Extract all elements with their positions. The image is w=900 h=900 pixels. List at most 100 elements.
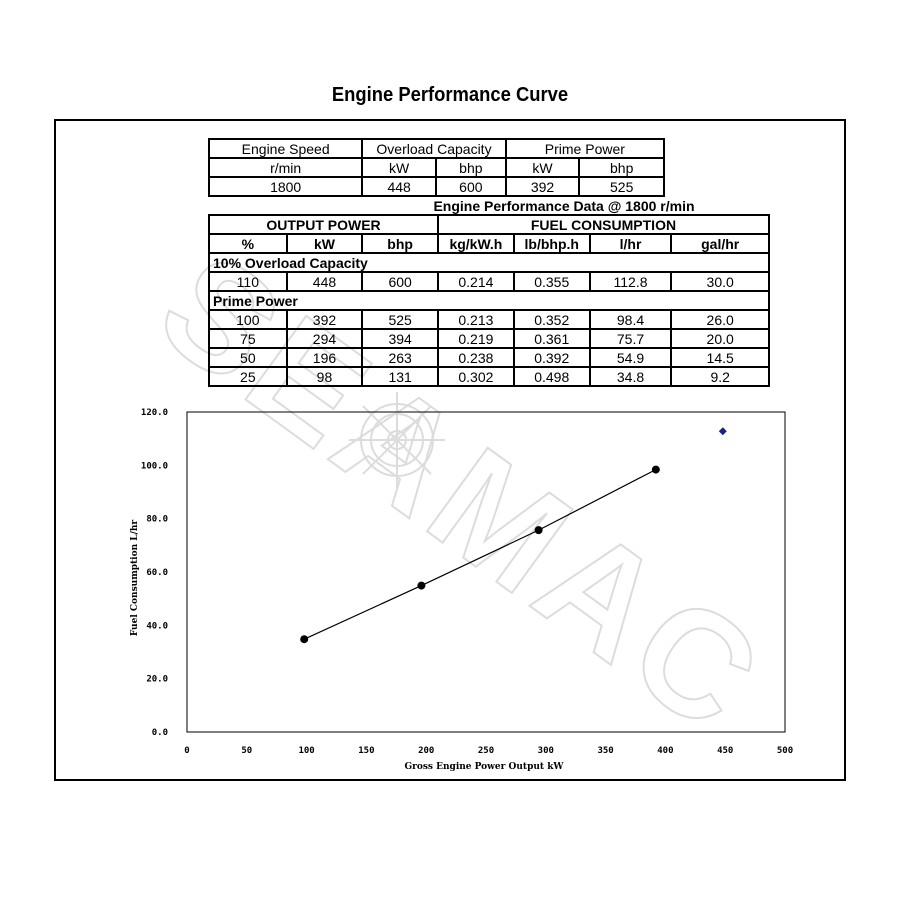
table-cell: 0.214 <box>436 271 515 292</box>
spec-value-cell: 1800 <box>207 176 364 197</box>
table-cell: 25 <box>208 366 288 387</box>
spec-values-row: 1800 448 600 392 525 <box>207 176 665 197</box>
table-row: 50 196 263 0.238 0.392 54.9 14.5 <box>208 347 770 368</box>
table-cell: 525 <box>361 309 439 330</box>
table-cell: 100 <box>208 309 288 330</box>
data-point <box>718 427 727 436</box>
overload-capacity-header: Overload Capacity <box>361 138 507 159</box>
column-header: % <box>208 233 288 254</box>
table-cell: 448 <box>285 271 364 292</box>
section-row-overload: 10% Overload Capacity <box>208 252 770 273</box>
y-tick-label: 120.0 <box>141 408 168 418</box>
data-point <box>651 465 660 474</box>
table-cell: 0.302 <box>436 366 515 387</box>
y-tick-label: 0.0 <box>152 728 168 738</box>
table-cell: 75 <box>208 328 288 349</box>
column-header: kg/kW.h <box>436 233 515 254</box>
table-cell: 196 <box>285 347 364 368</box>
page-title: Engine Performance Curve <box>331 84 569 106</box>
chart-frame <box>54 119 846 781</box>
y-tick-label: 100.0 <box>141 461 168 471</box>
table-cell: 30.0 <box>670 271 770 292</box>
y-tick-label: 40.0 <box>146 621 168 631</box>
column-header: kW <box>285 233 364 254</box>
table-cell: 98 <box>285 366 364 387</box>
prime-power-header: Prime Power <box>504 138 666 159</box>
table-row: 100 392 525 0.213 0.352 98.4 26.0 <box>208 309 770 330</box>
spec-unit-cell: kW <box>504 157 581 178</box>
table-cell: 392 <box>285 309 364 330</box>
spec-units-row: r/min kW bhp kW bhp <box>207 157 665 178</box>
table-cell: 0.361 <box>512 328 591 349</box>
table-cell: 394 <box>361 328 439 349</box>
x-tick-label: 300 <box>538 746 554 756</box>
table-cell: 131 <box>361 366 439 387</box>
column-header: bhp <box>361 233 439 254</box>
spec-unit-cell: bhp <box>434 157 507 178</box>
x-tick-label: 400 <box>657 746 673 756</box>
series-layer <box>300 427 727 644</box>
table-cell: 110 <box>208 271 288 292</box>
table-cell: 0.219 <box>436 328 515 349</box>
spec-unit-cell: r/min <box>207 157 364 178</box>
table-cell: 0.213 <box>436 309 515 330</box>
x-tick-label: 200 <box>418 746 434 756</box>
spec-unit-cell: kW <box>361 157 437 178</box>
table-cell: 14.5 <box>670 347 770 368</box>
table-row: 75 294 394 0.219 0.361 75.7 20.0 <box>208 328 770 349</box>
table-cell: 75.7 <box>588 328 673 349</box>
table-cell: 263 <box>361 347 439 368</box>
table-cell: 294 <box>285 328 364 349</box>
spec-value-cell: 448 <box>361 176 437 197</box>
table-cell: 50 <box>208 347 288 368</box>
x-tick-label: 350 <box>597 746 613 756</box>
table-row: 25 98 131 0.302 0.498 34.8 9.2 <box>208 366 770 387</box>
column-header: l/hr <box>588 233 673 254</box>
section-label: 10% Overload Capacity <box>208 252 770 273</box>
fuel-consumption-header: FUEL CONSUMPTION <box>436 214 771 235</box>
table-cell: 0.498 <box>512 366 591 387</box>
x-tick-label: 150 <box>358 746 374 756</box>
data-point <box>300 635 309 644</box>
data-point <box>534 526 543 535</box>
spec-value-cell: 600 <box>434 176 507 197</box>
table-cell: 0.352 <box>512 309 591 330</box>
x-tick-label: 50 <box>241 746 252 756</box>
table-cell: 34.8 <box>588 366 673 387</box>
table-cell: 54.9 <box>588 347 673 368</box>
y-tick-label: 20.0 <box>146 675 168 685</box>
perf-group-header-row: OUTPUT POWER FUEL CONSUMPTION <box>208 214 771 235</box>
table-cell: 0.392 <box>512 347 591 368</box>
y-tick-label: 60.0 <box>146 568 168 578</box>
spec-table: Engine Speed Overload Capacity Prime Pow… <box>207 138 666 197</box>
data-point <box>417 581 426 590</box>
section-label: Prime Power <box>208 290 770 311</box>
x-tick-label: 250 <box>478 746 494 756</box>
series-line <box>303 469 657 640</box>
table-row: 110 448 600 0.214 0.355 112.8 30.0 <box>208 271 770 292</box>
x-tick-label: 0 <box>184 746 189 756</box>
x-tick-label: 450 <box>717 746 733 756</box>
table-cell: 9.2 <box>670 366 770 387</box>
perf-caption: Engine Performance Data @ 1800 r/min <box>433 197 695 214</box>
spec-header-row: Engine Speed Overload Capacity Prime Pow… <box>207 138 666 159</box>
table-cell: 600 <box>361 271 439 292</box>
x-tick-labels: 0 50 100 150 200 250 300 350 400 450 500 <box>184 746 793 756</box>
output-power-header: OUTPUT POWER <box>208 214 439 235</box>
table-cell: 112.8 <box>588 271 673 292</box>
table-cell: 0.355 <box>512 271 591 292</box>
performance-table: Engine Performance Data @ 1800 r/min OUT… <box>208 197 771 387</box>
spec-value-cell: 525 <box>578 176 665 197</box>
perf-caption-row: Engine Performance Data @ 1800 r/min <box>209 197 769 215</box>
spec-unit-cell: bhp <box>578 157 665 178</box>
table-cell: 98.4 <box>588 309 673 330</box>
section-row-prime: Prime Power <box>208 290 770 311</box>
table-cell: 0.238 <box>436 347 515 368</box>
table-cell: 20.0 <box>670 328 770 349</box>
x-tick-label: 500 <box>777 746 793 756</box>
engine-speed-header: Engine Speed <box>207 138 364 159</box>
spec-value-cell: 392 <box>504 176 581 197</box>
plot-area <box>186 411 786 733</box>
perf-column-header-row: % kW bhp kg/kW.h lb/bhp.h l/hr gal/hr <box>208 233 770 254</box>
